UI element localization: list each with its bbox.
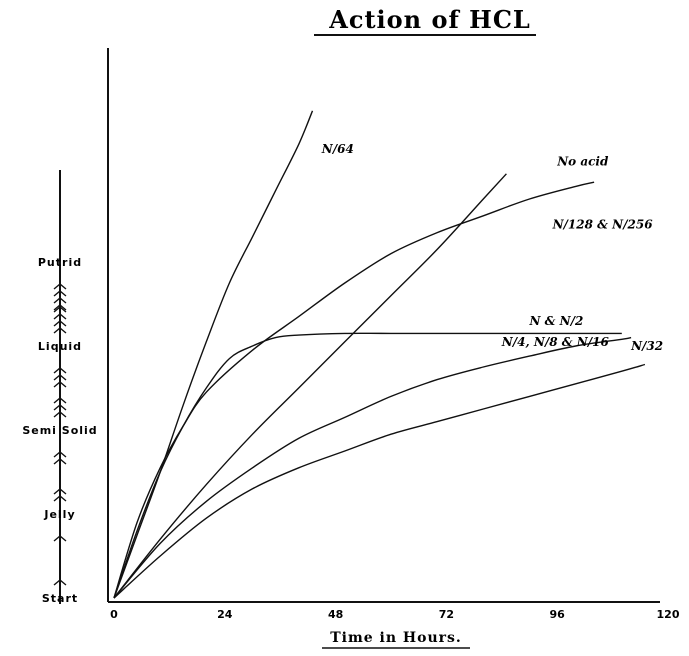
arrow-chevron-icon xyxy=(53,397,67,404)
arrow-chevron-icon xyxy=(53,488,67,495)
series-line-n-128-n-256 xyxy=(113,181,595,599)
state-arrow-chevrons xyxy=(53,283,67,586)
y-state-label: Putrid xyxy=(38,256,82,269)
series-line-n-n-2 xyxy=(113,332,622,599)
arrow-chevron-icon xyxy=(53,306,67,313)
arrow-chevron-icon xyxy=(53,283,67,290)
arrow-chevron-icon xyxy=(53,297,67,304)
y-state-label: Jelly xyxy=(43,508,75,521)
series-line-n-64 xyxy=(113,110,314,599)
arrow-chevron-icon xyxy=(53,304,67,311)
arrow-chevron-icon xyxy=(53,374,67,381)
x-tick-label: 120 xyxy=(657,608,680,621)
arrow-chevron-icon xyxy=(53,495,67,502)
arrow-chevron-icon xyxy=(53,535,67,542)
arrow-chevron-icon xyxy=(53,381,67,388)
series-labels: N/64 No acid N/128 & N/256 N & N/2 N/4, N/8 … xyxy=(321,142,663,353)
arrow-chevron-icon xyxy=(53,411,67,418)
series-label-n-n-2: N & N/2 xyxy=(529,314,584,328)
arrow-chevron-icon xyxy=(53,451,67,458)
x-axis-label: Time in Hours. xyxy=(330,630,462,646)
arrow-chevron-icon xyxy=(53,313,67,320)
series-curves xyxy=(113,110,646,599)
x-tick-label: 48 xyxy=(328,608,343,621)
arrow-chevron-icon xyxy=(53,327,67,334)
series-label-n-128-n-256: N/128 & N/256 xyxy=(552,217,654,231)
arrow-chevron-icon xyxy=(53,320,67,327)
y-state-labels: Start Jelly Semi Solid Liquid Putrid xyxy=(22,256,97,605)
y-state-label: Liquid xyxy=(38,340,82,353)
series-label-no-acid: No acid xyxy=(556,154,609,168)
x-tick-label: 24 xyxy=(217,608,233,621)
arrow-chevron-icon xyxy=(53,458,67,465)
series-label-n-4-n-8-n-16: N/4, N/8 & N/16 xyxy=(501,335,610,349)
y-state-label: Semi Solid xyxy=(22,424,97,437)
series-label-n-32: N/32 xyxy=(630,339,663,353)
arrow-chevron-icon xyxy=(53,579,67,586)
chart-title: Action of HCL xyxy=(328,5,531,34)
x-tick-labels: 0 24 48 72 96 120 xyxy=(110,608,680,621)
x-tick-label: 96 xyxy=(550,608,566,621)
arrow-chevron-icon xyxy=(53,404,67,411)
series-label-n-64: N/64 xyxy=(321,142,354,156)
x-tick-label: 72 xyxy=(439,608,454,621)
arrow-chevron-icon xyxy=(53,290,67,297)
x-tick-label: 0 xyxy=(110,608,118,621)
series-line-n-4-n-8-n-16 xyxy=(113,336,632,599)
arrow-chevron-icon xyxy=(53,367,67,374)
series-line-no-acid xyxy=(113,173,507,599)
y-state-label: Start xyxy=(42,592,78,605)
series-line-n-32 xyxy=(113,363,646,599)
